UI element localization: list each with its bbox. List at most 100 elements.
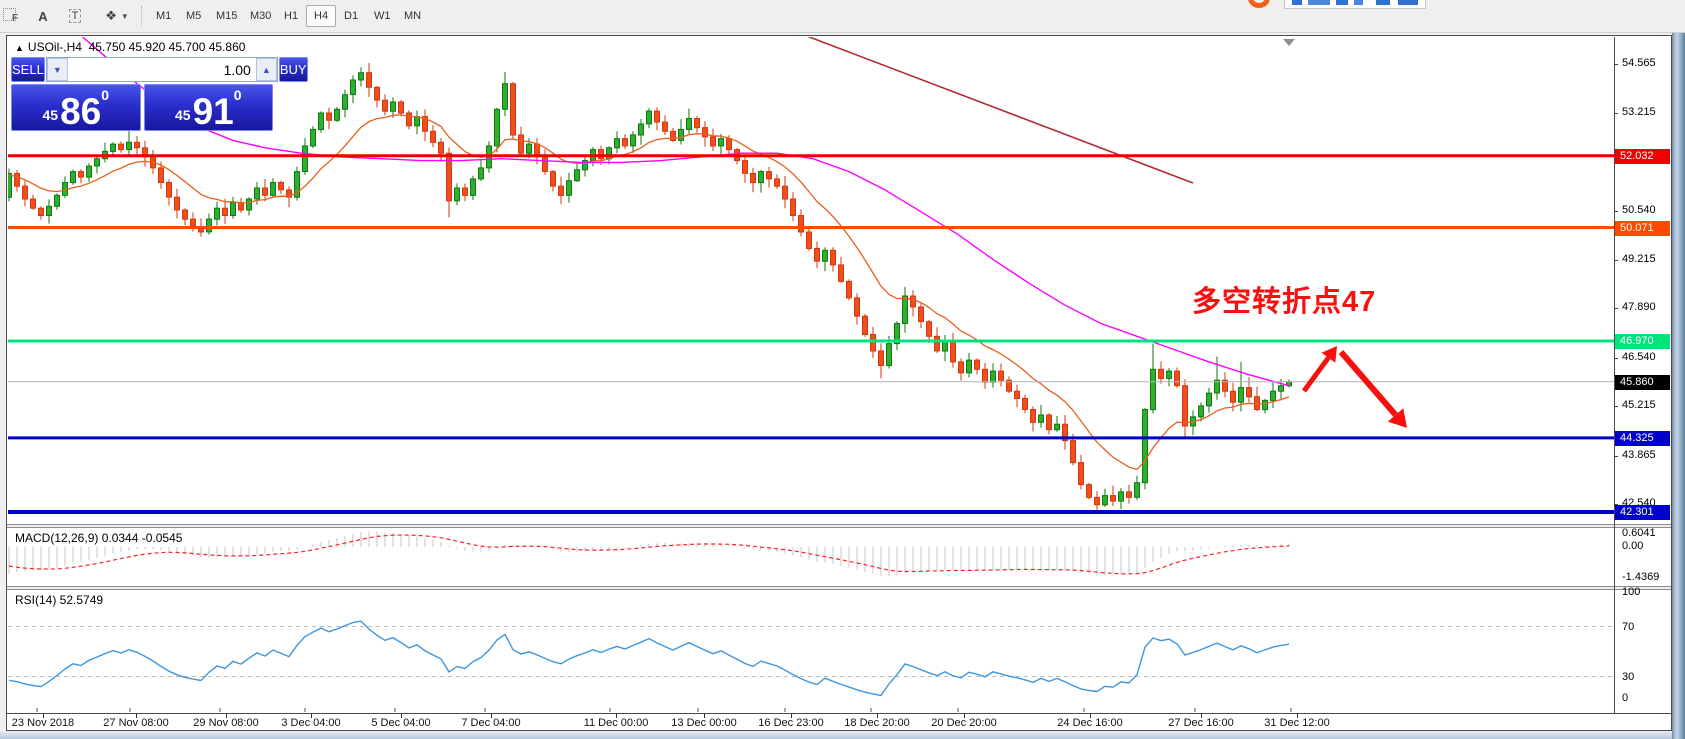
price-badge-44.325: 44.325 — [1615, 431, 1670, 446]
price-tick-mark — [1614, 358, 1618, 359]
collapse-triangle-icon[interactable]: ▲ — [15, 43, 24, 53]
rsi-label: RSI(14) 52.5749 — [15, 593, 104, 607]
pane-divider[interactable] — [7, 524, 1671, 528]
rsi-tick-label: 70 — [1622, 621, 1635, 633]
fibonacci-tool-button[interactable]: F — [0, 4, 26, 30]
time-tick-mark — [1297, 713, 1298, 718]
time-tick-mark — [1201, 713, 1202, 718]
rsi-tick-label: 100 — [1622, 586, 1641, 598]
price-tick-mark — [1614, 113, 1618, 114]
price-badge-42.301: 42.301 — [1615, 505, 1670, 520]
timeframe-button-H4[interactable]: H4 — [306, 5, 337, 27]
rsi-tick-label: 30 — [1622, 671, 1635, 683]
partner-logo — [1248, 0, 1430, 9]
price-tick-label: 45.215 — [1622, 399, 1656, 411]
time-tick-mark — [401, 713, 402, 718]
buy-button[interactable]: BUY — [278, 57, 308, 82]
timeframe-button-D1[interactable]: D1 — [344, 10, 359, 22]
price-tick-label: 47.890 — [1622, 301, 1656, 313]
shapes-tool-button[interactable]: ❖ ▼ — [98, 4, 136, 28]
time-tick-label: 11 Dec 00:00 — [583, 717, 649, 729]
price-badge-45.860: 45.860 — [1615, 375, 1670, 390]
text-label-tool-button[interactable]: A — [32, 4, 54, 28]
ohlc-values: 45.750 45.920 45.700 45.860 — [88, 40, 246, 54]
price-tick-mark — [1614, 456, 1618, 457]
time-tick-mark — [704, 713, 705, 718]
macd-pane[interactable] — [8, 528, 1614, 586]
price-tick-label: 49.215 — [1622, 253, 1656, 265]
price-tick-mark — [1614, 260, 1618, 261]
volume-input[interactable] — [67, 58, 256, 81]
time-tick-mark — [136, 713, 137, 718]
timeframe-button-M15[interactable]: M15 — [216, 10, 238, 22]
time-tick-label: 3 Dec 04:00 — [281, 717, 341, 729]
text-label-icon: A — [38, 8, 48, 24]
toolbar: F A T ❖ ▼ M1 M5 M15 M30 H1 H4 D1 W1 MN — [0, 0, 1685, 33]
time-tick-label: 20 Dec 20:00 — [931, 717, 997, 729]
timeframe-button-H1[interactable]: H1 — [284, 10, 299, 22]
macd-label: MACD(12,26,9) 0.0344 -0.0545 — [15, 531, 183, 545]
time-tick-label: 13 Dec 00:00 — [671, 717, 737, 729]
chevron-down-icon: ▼ — [120, 11, 129, 21]
chart-title: ▲ USOil-,H4 45.750 45.920 45.700 45.860 — [15, 40, 245, 54]
chart-annotation-text: 多空转折点47 — [1192, 286, 1377, 318]
timeframe-button-M1[interactable]: M1 — [156, 10, 172, 22]
time-tick-label: 7 Dec 04:00 — [461, 717, 521, 729]
chart-window: ▲ USOil-,H4 45.750 45.920 45.700 45.860 S… — [6, 35, 1672, 731]
time-tick-mark — [964, 713, 965, 718]
price-tick-label: 54.565 — [1622, 57, 1656, 69]
fibonacci-f-glyph: F — [12, 13, 19, 24]
volume-decrease-button[interactable]: ▼ — [46, 58, 68, 81]
price-tick-mark — [1614, 406, 1618, 407]
price-tick-label: 53.215 — [1622, 106, 1656, 118]
volume-stepper: ▼ ▲ — [45, 57, 278, 82]
price-badge-46.970: 46.970 — [1615, 334, 1670, 349]
price-badge-52.032: 52.032 — [1615, 149, 1670, 164]
time-tick-label: 16 Dec 23:00 — [758, 717, 824, 729]
timeframe-button-W1[interactable]: W1 — [374, 10, 391, 22]
timeframe-button-M5[interactable]: M5 — [186, 10, 202, 22]
symbol-period-label: USOil-,H4 — [27, 40, 82, 54]
time-tick-label: 29 Nov 08:00 — [193, 717, 259, 729]
fibonacci-grid-icon — [3, 8, 16, 21]
pane-divider-2[interactable] — [7, 586, 1671, 590]
time-tick-label: 31 Dec 12:00 — [1264, 717, 1330, 729]
rsi-tick-label: 0 — [1622, 692, 1629, 704]
price-badge-50.071: 50.071 — [1615, 221, 1670, 236]
shapes-icon: ❖ — [105, 8, 117, 23]
time-tick-mark — [311, 713, 312, 718]
price-tick-mark — [1614, 504, 1618, 505]
main-chart-pane[interactable] — [8, 37, 1614, 523]
time-tick-label: 27 Dec 16:00 — [1168, 717, 1234, 729]
sell-button[interactable]: SELL — [11, 57, 45, 82]
time-tick-mark — [491, 713, 492, 718]
price-tick-mark — [1614, 211, 1618, 212]
timeframe-button-MN[interactable]: MN — [404, 10, 422, 22]
volume-increase-button[interactable]: ▲ — [255, 58, 277, 81]
window-bottom-border — [0, 731, 1672, 739]
one-click-trade-panel: SELL ▼ ▲ BUY 45 86 0 45 — [11, 57, 308, 131]
time-tick-label: 23 Nov 2018 — [11, 717, 75, 729]
buy-price-display[interactable]: 45 91 0 — [143, 84, 273, 131]
price-tick-label: 46.540 — [1622, 351, 1656, 363]
sell-price-display[interactable]: 45 86 0 — [11, 84, 141, 131]
window-right-border — [1672, 33, 1685, 739]
logo-swoosh-icon — [1248, 0, 1270, 8]
price-axis-divider — [1614, 37, 1615, 713]
toolbar-separator — [141, 6, 144, 26]
text-tool-button[interactable]: T — [62, 4, 88, 28]
macd-tick-label: 0.00 — [1622, 540, 1644, 552]
time-tick-mark — [616, 713, 617, 718]
time-tick-label: 24 Dec 16:00 — [1057, 717, 1123, 729]
time-tick-mark — [791, 713, 792, 718]
macd-tick-label: -1.4369 — [1622, 571, 1660, 583]
price-tick-mark — [1614, 64, 1618, 65]
time-tick-mark — [1090, 713, 1091, 718]
time-tick-label: 18 Dec 20:00 — [844, 717, 910, 729]
timeframe-button-M30[interactable]: M30 — [250, 10, 272, 22]
time-axis-divider — [7, 713, 1671, 714]
time-tick-mark — [226, 713, 227, 718]
rsi-pane[interactable] — [8, 590, 1614, 713]
time-tick-mark — [43, 713, 44, 718]
